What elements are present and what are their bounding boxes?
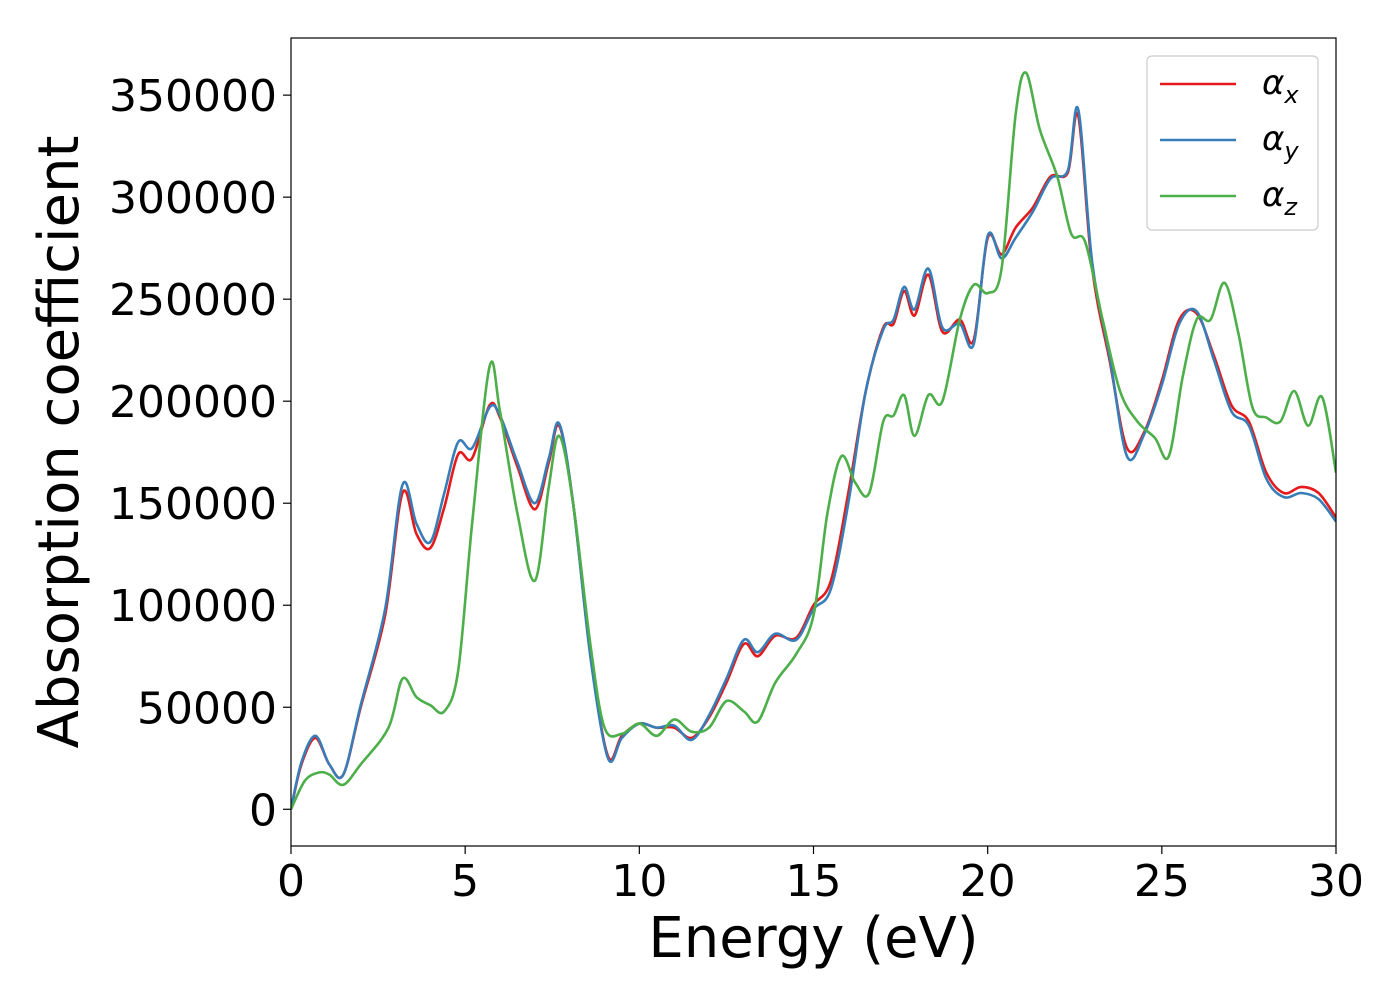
y-tick-label: 300000: [109, 173, 277, 224]
x-tick-label: 0: [277, 856, 305, 907]
y-axis-title: Absorption coefficient: [27, 136, 92, 749]
series-line-z: [291, 71, 1336, 810]
legend-label: αy: [1262, 119, 1299, 165]
x-axis-ticks: 0 5 10 15 20 25 30: [277, 846, 1364, 907]
legend-label: αx: [1262, 63, 1299, 109]
x-axis-title: Energy (eV): [648, 906, 978, 971]
y-tick-label: 150000: [109, 479, 277, 530]
y-tick-label: 350000: [109, 71, 277, 122]
legend-item-z: αz: [1160, 175, 1298, 221]
y-tick-label: 200000: [109, 377, 277, 428]
x-tick-label: 25: [1134, 856, 1190, 907]
x-tick-label: 15: [786, 856, 842, 907]
legend-items: αx αy αz: [1160, 63, 1299, 221]
legend-item-y: αy: [1160, 119, 1299, 165]
y-tick-label: 250000: [109, 275, 277, 326]
x-tick-label: 20: [960, 856, 1016, 907]
y-axis-ticks: 0 50000 100000 150000 200000 250000 300000 3500…: [109, 71, 291, 836]
x-tick-label: 5: [451, 856, 479, 907]
x-tick-label: 30: [1308, 856, 1364, 907]
legend-box: [1146, 55, 1319, 231]
y-tick-label: 100000: [109, 581, 277, 632]
y-tick-label: 0: [249, 785, 277, 836]
plot-lines: [291, 71, 1336, 810]
legend-label: αz: [1262, 175, 1298, 221]
legend-item-x: αx: [1160, 63, 1299, 109]
x-tick-label: 10: [611, 856, 667, 907]
y-tick-label: 50000: [137, 683, 277, 734]
legend: αx αy αz: [1146, 55, 1319, 231]
